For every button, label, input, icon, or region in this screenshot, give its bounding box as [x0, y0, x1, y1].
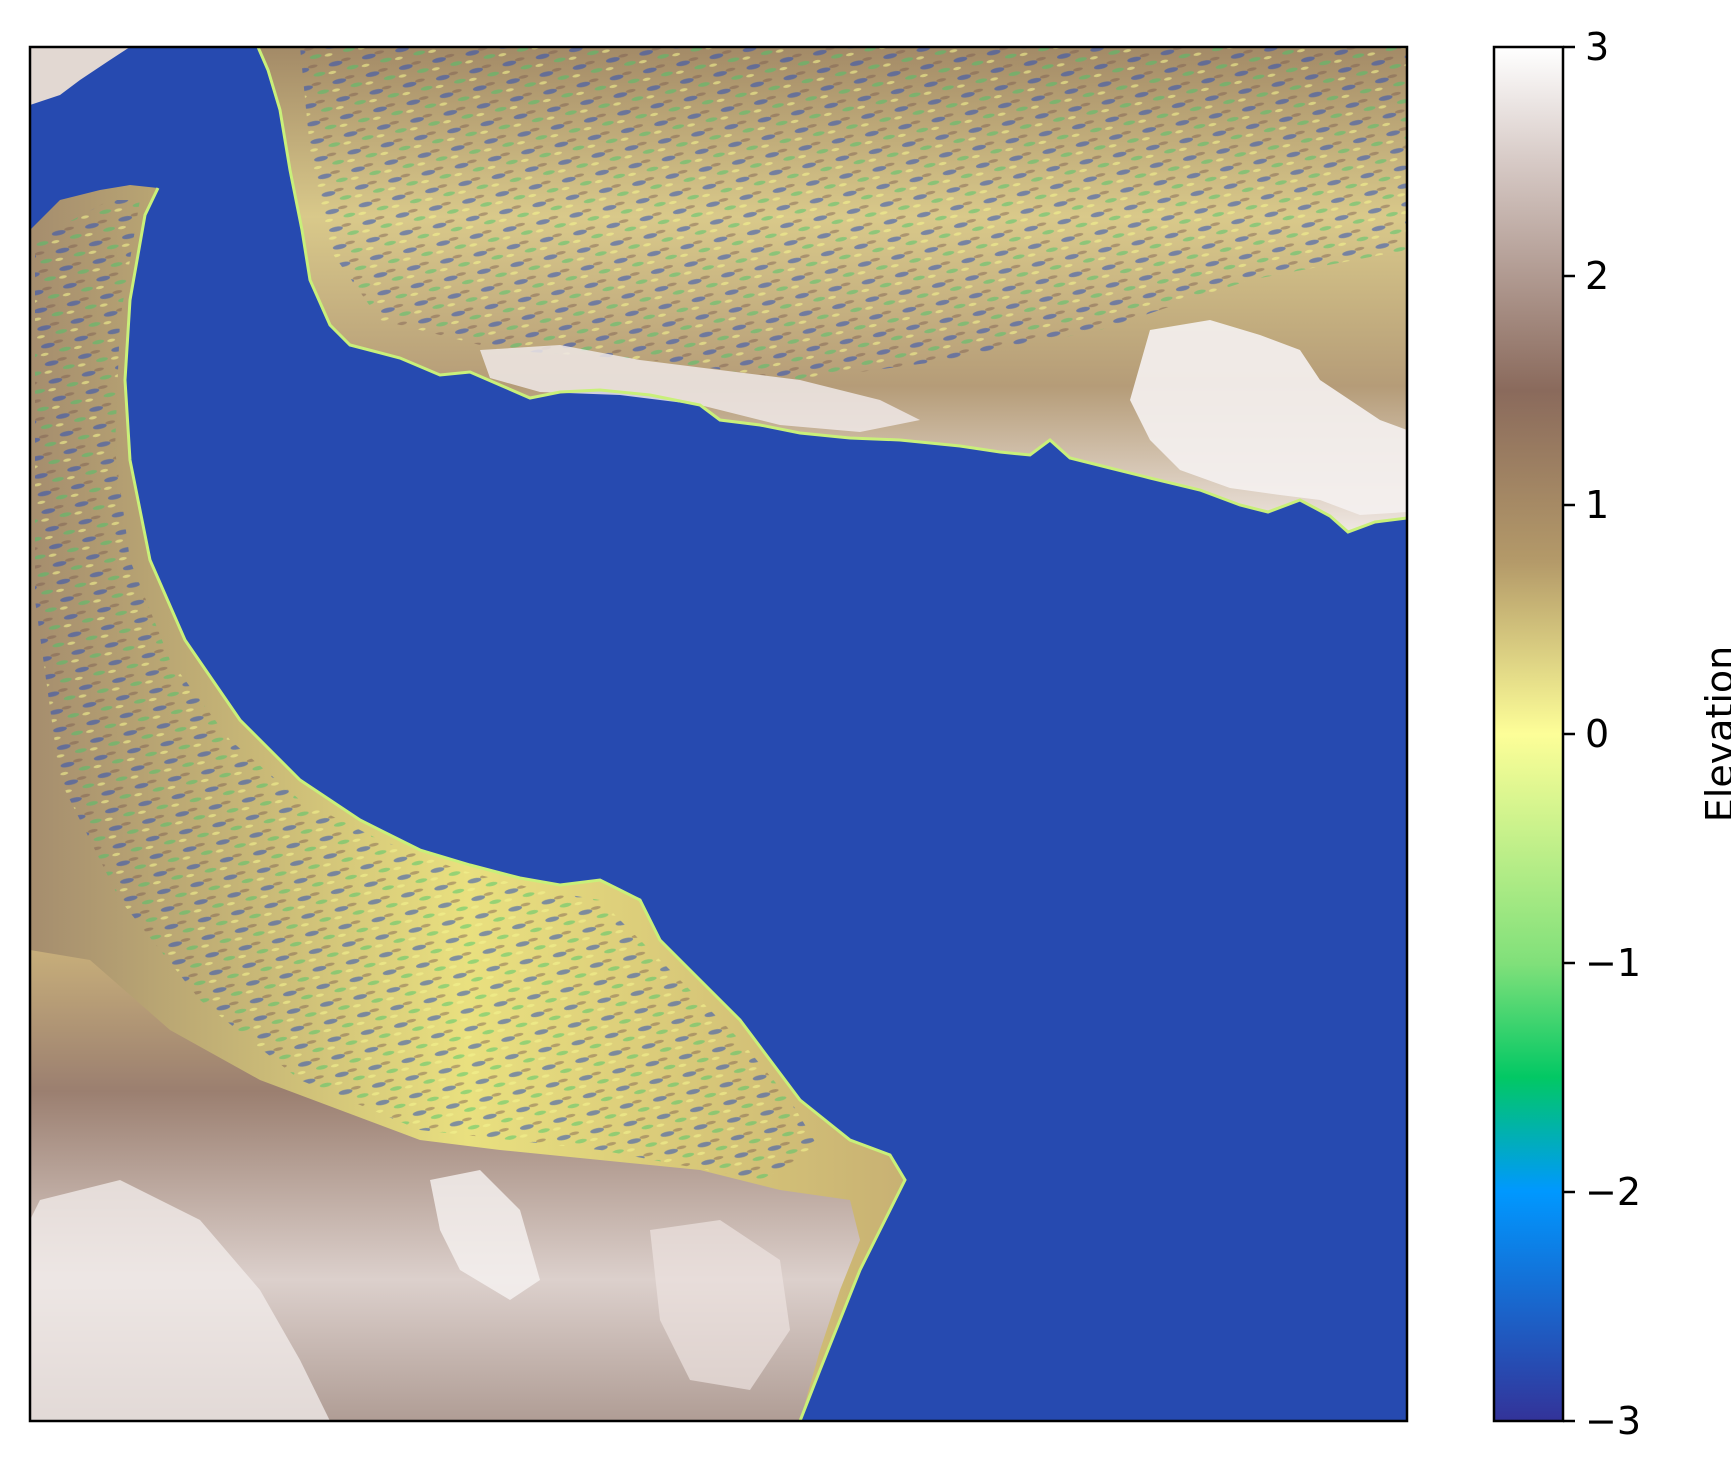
colorbar-tick-label: 2: [1585, 254, 1609, 298]
colorbar-label: Elevation: [1698, 646, 1731, 823]
colorbar-tick-label: −1: [1585, 941, 1641, 985]
northern-coast-texture: [300, 47, 1407, 380]
southern-light-patch: [30, 1180, 330, 1421]
southern-light-patch-2: [430, 1170, 540, 1300]
coastline-west: [123, 187, 907, 1421]
northwest-corner-land: [30, 47, 130, 105]
colorbar-tick-label: −3: [1585, 1399, 1641, 1443]
colorbar-ticks: 3 2 1 0 −1 −2 −3: [1563, 25, 1641, 1443]
colorbar-tick-label: −2: [1585, 1170, 1641, 1214]
western-peninsula-texture: [35, 200, 820, 1180]
northern-lowland-white-2: [480, 345, 920, 432]
northern-lowland-white: [1130, 320, 1407, 515]
colorbar-fill: [1494, 47, 1563, 1421]
map-frame: [28, 45, 1409, 1423]
colorbar-tick-label: 0: [1585, 712, 1609, 756]
southern-light-patch-3: [650, 1220, 790, 1390]
coastline-north: [256, 47, 1407, 534]
colorbar: 3 2 1 0 −1 −2 −3 Elevation: [1492, 25, 1731, 1443]
colorbar-tick-label: 1: [1585, 483, 1609, 527]
elevation-map: [30, 47, 1407, 1421]
colorbar-tick-label: 3: [1585, 25, 1609, 69]
